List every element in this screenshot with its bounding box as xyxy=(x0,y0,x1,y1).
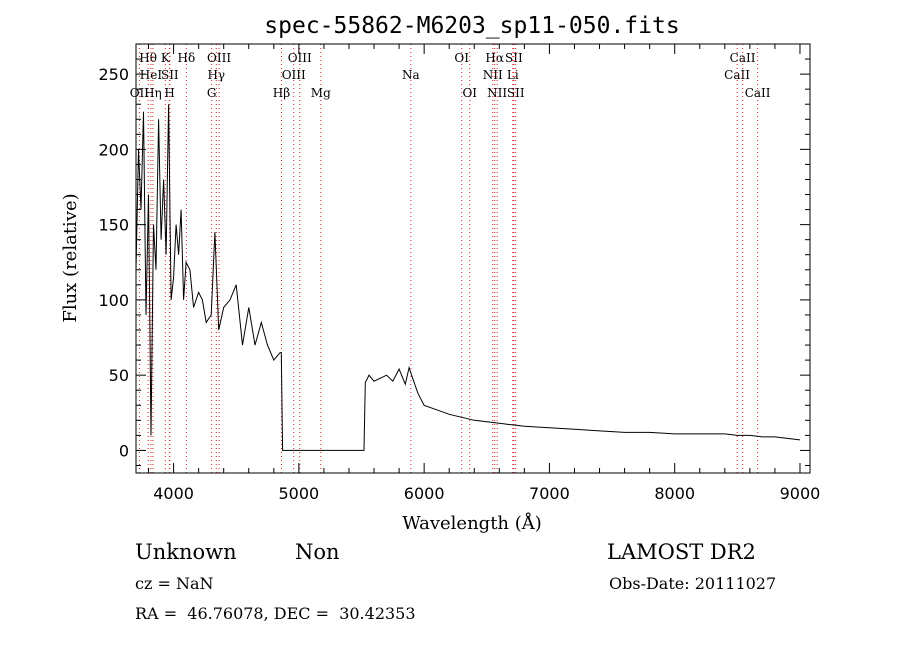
marker-label: SII xyxy=(505,51,523,65)
y-tick-label: 250 xyxy=(98,65,129,84)
y-tick-label: 50 xyxy=(109,366,129,385)
chart-title: spec-55862-M6203_sp11-050.fits xyxy=(264,13,679,39)
y-tick-label: 0 xyxy=(119,441,129,460)
marker-label: OI xyxy=(462,86,477,100)
axis-ticks: 4000 5000 6000 7000 8000 9000 0 50 100 150 200 250 xyxy=(98,44,820,503)
spectrum-series xyxy=(135,104,801,451)
marker-label: CaII xyxy=(730,51,756,65)
x-tick-label: 8000 xyxy=(654,484,695,503)
subclass-text: Non xyxy=(295,540,340,564)
marker-label: OIII xyxy=(288,51,312,65)
marker-label: Li xyxy=(507,68,519,82)
marker-label: NII xyxy=(487,86,507,100)
y-axis-label: Flux (relative) xyxy=(60,193,81,322)
marker-label: OII xyxy=(130,86,150,100)
marker-label: Hβ xyxy=(273,86,290,100)
marker-label: Mg xyxy=(311,86,331,100)
marker-label: H xyxy=(164,86,174,100)
y-tick-label: 150 xyxy=(98,216,129,235)
obs-date-text: Obs-Date: 20111027 xyxy=(609,574,777,593)
spectrum-line xyxy=(135,104,801,451)
marker-label: SII xyxy=(507,86,525,100)
marker-label: CaII xyxy=(724,68,750,82)
marker-label: NII xyxy=(483,68,503,82)
plot-frame xyxy=(135,43,811,474)
classification-text: Unknown xyxy=(135,540,237,564)
marker-label: OI xyxy=(454,51,469,65)
x-tick-label: 7000 xyxy=(529,484,570,503)
cz-text: cz = NaN xyxy=(135,574,214,593)
marker-label: Na xyxy=(402,68,420,82)
marker-label: Hα xyxy=(485,51,504,65)
x-tick-label: 9000 xyxy=(780,484,821,503)
marker-label: Hγ xyxy=(207,68,225,82)
marker-label: OIII xyxy=(207,51,231,65)
coords-text: RA = 46.76078, DEC = 30.42353 xyxy=(135,604,416,623)
y-tick-label: 200 xyxy=(98,140,129,159)
marker-label: OIII xyxy=(282,68,306,82)
marker-label: HeI xyxy=(140,68,163,82)
marker-label: K xyxy=(161,51,171,65)
marker-label: Hθ xyxy=(139,51,157,65)
x-tick-label: 4000 xyxy=(153,484,194,503)
survey-text: LAMOST DR2 xyxy=(607,540,756,564)
x-tick-label: 5000 xyxy=(279,484,320,503)
y-tick-label: 100 xyxy=(98,291,129,310)
marker-label: SII xyxy=(161,68,179,82)
line-markers: OII Hθ HeI Hη K SII H Hδ G Hγ OIII Hβ OIII OIII Mg Na OI… xyxy=(130,44,771,473)
x-axis-label: Wavelength (Å) xyxy=(402,512,542,534)
marker-label: CaII xyxy=(745,86,771,100)
marker-label: Hη xyxy=(144,86,162,100)
marker-label: Hδ xyxy=(178,51,196,65)
marker-label: G xyxy=(207,86,217,100)
x-tick-label: 6000 xyxy=(404,484,445,503)
